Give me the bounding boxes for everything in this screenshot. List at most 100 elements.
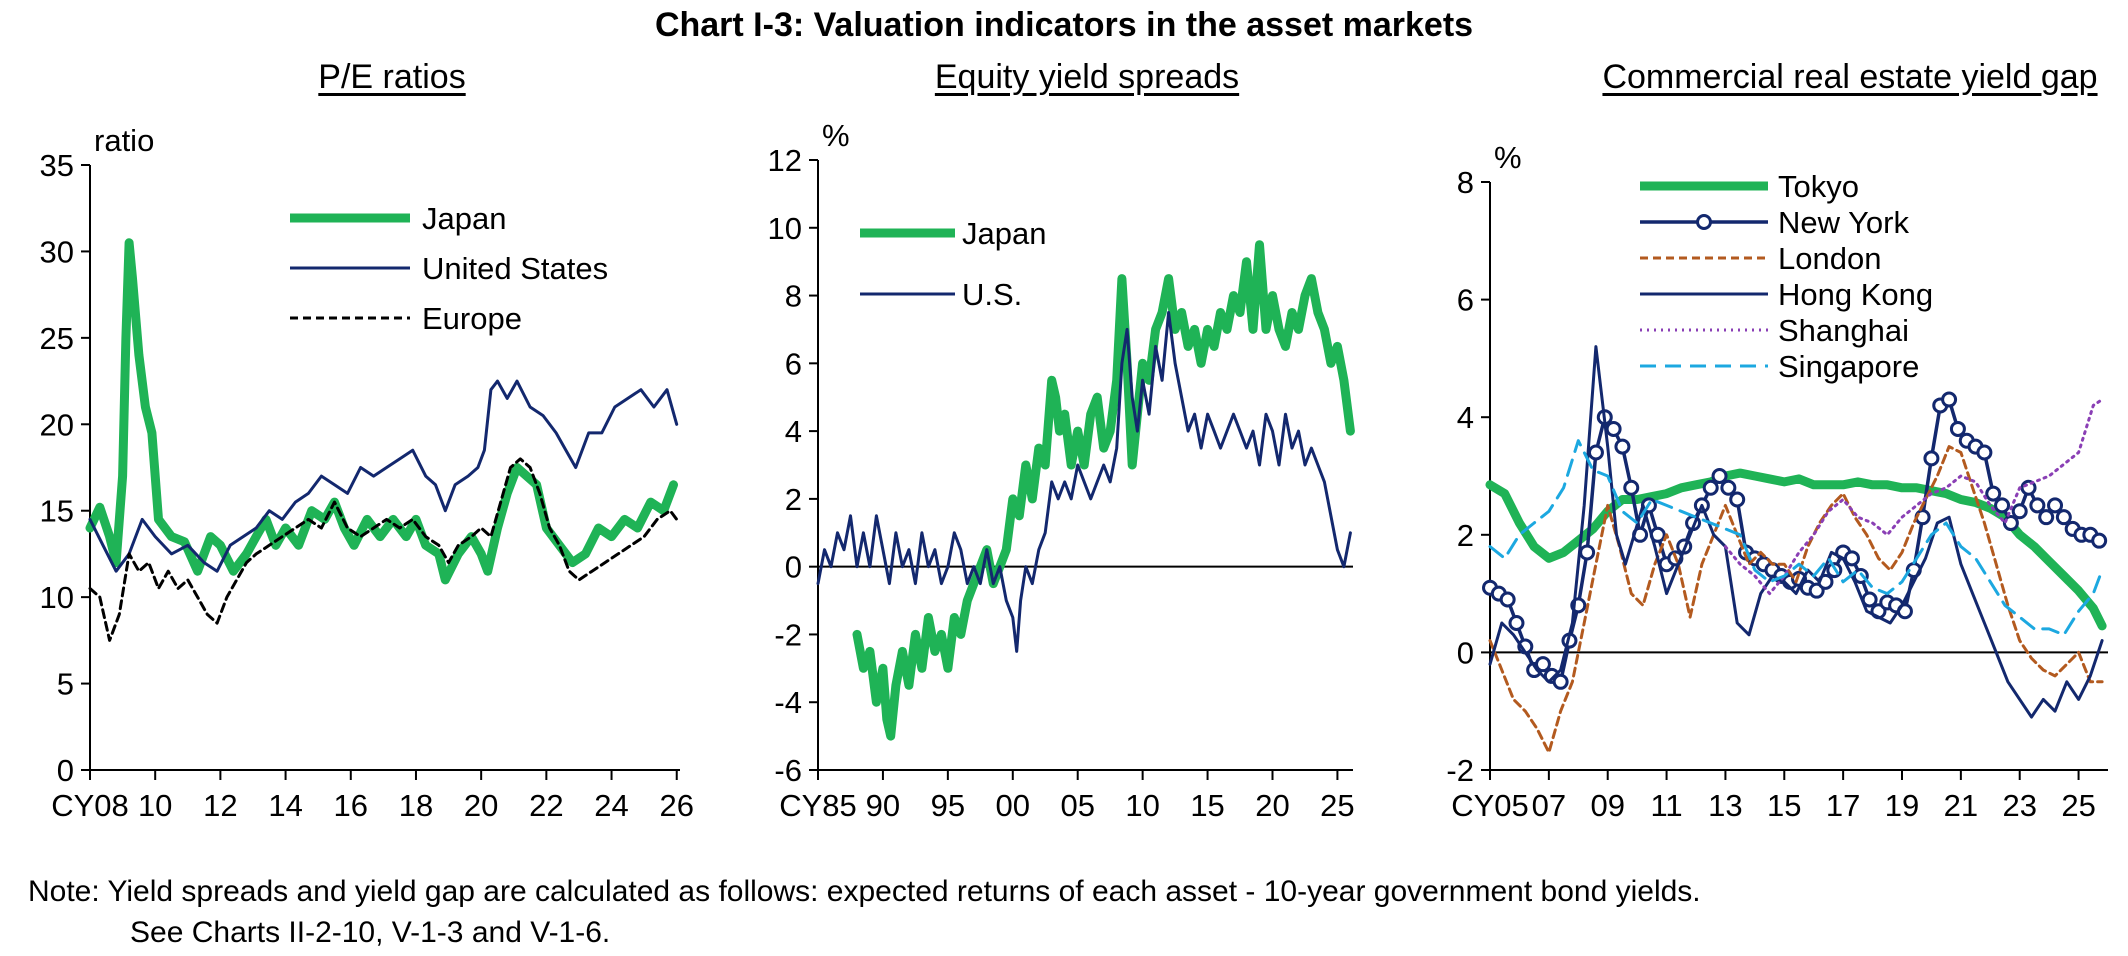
y-tick-label: 30 bbox=[40, 234, 74, 269]
data-point-new-york bbox=[1623, 479, 1640, 496]
series-line-singapore bbox=[1488, 439, 2104, 637]
data-point-new-york bbox=[1711, 468, 1728, 484]
data-point-new-york bbox=[2055, 509, 2072, 526]
x-tick-label: 17 bbox=[1826, 788, 1860, 823]
y-tick-label: 5 bbox=[57, 667, 74, 702]
data-point-new-york bbox=[1994, 497, 2011, 514]
x-tick-label: 22 bbox=[529, 788, 563, 823]
y-tick-label: -2 bbox=[774, 617, 802, 652]
y-tick-label: 35 bbox=[40, 148, 74, 183]
x-tick-label: 25 bbox=[1320, 788, 1354, 823]
x-tick-label: 10 bbox=[138, 788, 172, 823]
data-point-new-york bbox=[1579, 544, 1596, 561]
y-tick-label: 0 bbox=[785, 550, 802, 585]
data-point-new-york bbox=[2029, 497, 2046, 514]
data-point-new-york bbox=[1605, 420, 1622, 437]
y-tick-label: 0 bbox=[57, 753, 74, 788]
legend-label-europe: Europe bbox=[422, 301, 522, 336]
y-tick-label: 6 bbox=[1457, 283, 1474, 318]
series-line-japan bbox=[85, 238, 678, 585]
x-tick-label: 12 bbox=[203, 788, 237, 823]
legend-label-shanghai: Shanghai bbox=[1778, 313, 1909, 348]
x-tick-label: 23 bbox=[2002, 788, 2036, 823]
chart-panel-1: 0 5 10 15 20 25 30 35 ratio CY08 10 12 14 16 18 20 22 24 2… bbox=[40, 123, 694, 823]
y-tick-label: 8 bbox=[1457, 165, 1474, 200]
data-point-new-york bbox=[2047, 497, 2064, 514]
y-tick-label: 12 bbox=[768, 143, 802, 178]
x-tick-label: 00 bbox=[996, 788, 1030, 823]
data-point-new-york bbox=[2038, 509, 2055, 526]
x-tick-label: 14 bbox=[268, 788, 302, 823]
legend-label-united-states: United States bbox=[422, 251, 608, 286]
legend-label-japan: Japan bbox=[962, 216, 1046, 251]
x-tick-label: 24 bbox=[594, 788, 628, 823]
chart-panel-3: -2 0 2 4 6 8% CY05 07 09 11 13 15 17 19 21 23 25 TokyoNew… bbox=[1446, 140, 2108, 823]
data-point-new-york bbox=[1552, 673, 1569, 690]
x-tick-label: 95 bbox=[931, 788, 965, 823]
y-tick-label: -4 bbox=[774, 685, 802, 720]
x-tick-label: 07 bbox=[1532, 788, 1566, 823]
x-tick-label: 13 bbox=[1708, 788, 1742, 823]
data-point-new-york bbox=[1720, 479, 1737, 496]
chart-main-title: Chart I-3: Valuation indicators in the a… bbox=[654, 6, 1474, 44]
y-tick-label: -6 bbox=[774, 753, 802, 788]
x-tick-label: 25 bbox=[2061, 788, 2095, 823]
data-point-new-york bbox=[1508, 615, 1525, 631]
legend-label-singapore: Singapore bbox=[1778, 349, 1919, 384]
data-point-new-york bbox=[1941, 391, 1958, 408]
legend-label-new-york: New York bbox=[1778, 205, 1909, 240]
data-point-new-york bbox=[1985, 485, 2002, 502]
y-tick-label: 10 bbox=[40, 580, 74, 615]
x-tick-label: 15 bbox=[1190, 788, 1224, 823]
y-tick-label: 2 bbox=[1457, 518, 1474, 553]
y-tick-label: 20 bbox=[40, 407, 74, 442]
equity-yield-spreads-title: Equity yield spreads bbox=[934, 58, 1240, 96]
y-axis-label: % bbox=[822, 118, 850, 153]
series-line-tokyo bbox=[1485, 468, 2107, 631]
note-line-2: See Charts II-2-10, V-1-3 and V-1-6. bbox=[130, 916, 611, 949]
x-tick-label: 11 bbox=[1650, 788, 1682, 823]
data-point-new-york bbox=[1534, 656, 1551, 673]
y-tick-label: 10 bbox=[768, 211, 802, 246]
legend-label-london: London bbox=[1778, 241, 1881, 276]
y-tick-label: 0 bbox=[1457, 635, 1474, 670]
x-tick-label: 15 bbox=[1767, 788, 1801, 823]
y-tick-label: -2 bbox=[1446, 753, 1474, 788]
x-tick-label: 21 bbox=[1944, 788, 1978, 823]
legend-marker-new-york bbox=[1696, 214, 1712, 230]
legend: Japan United States Europe bbox=[290, 201, 608, 336]
series-line-united-states bbox=[88, 379, 679, 573]
data-point-new-york bbox=[2091, 532, 2108, 549]
note-line-1: Note: Yield spreads and yield gap are ca… bbox=[28, 875, 1701, 908]
x-tick-label: 26 bbox=[659, 788, 693, 823]
series-line-london bbox=[1488, 445, 2104, 754]
y-tick-label: 8 bbox=[785, 279, 802, 314]
x-tick-label: CY85 bbox=[779, 788, 857, 823]
legend-label-japan: Japan bbox=[422, 201, 506, 236]
data-point-new-york bbox=[1949, 420, 1966, 437]
series-line-shanghai bbox=[1723, 398, 2104, 596]
data-point-new-york bbox=[2011, 503, 2028, 520]
y-axis-label: % bbox=[1494, 140, 1522, 175]
x-tick-label: 10 bbox=[1125, 788, 1159, 823]
data-point-new-york bbox=[1976, 444, 1993, 461]
data-point-new-york bbox=[1702, 479, 1719, 496]
legend-label-tokyo: Tokyo bbox=[1778, 169, 1859, 204]
x-tick-label: 20 bbox=[1255, 788, 1289, 823]
x-tick-label: CY08 bbox=[51, 788, 129, 823]
data-point-new-york bbox=[1499, 591, 1516, 608]
series-line-europe bbox=[88, 457, 679, 642]
x-tick-label: 18 bbox=[399, 788, 433, 823]
x-tick-label: 05 bbox=[1060, 788, 1094, 823]
legend-label-hong-kong: Hong Kong bbox=[1778, 277, 1933, 312]
data-point-new-york bbox=[1614, 438, 1631, 455]
series-line-japan bbox=[852, 240, 1355, 741]
x-tick-label: 90 bbox=[866, 788, 900, 823]
x-tick-label: 16 bbox=[334, 788, 368, 823]
series-line-u-s bbox=[816, 311, 1352, 653]
y-axis-label: ratio bbox=[94, 123, 154, 158]
pe-ratios-title: P/E ratios bbox=[318, 58, 466, 96]
data-point-new-york bbox=[1587, 444, 1604, 461]
